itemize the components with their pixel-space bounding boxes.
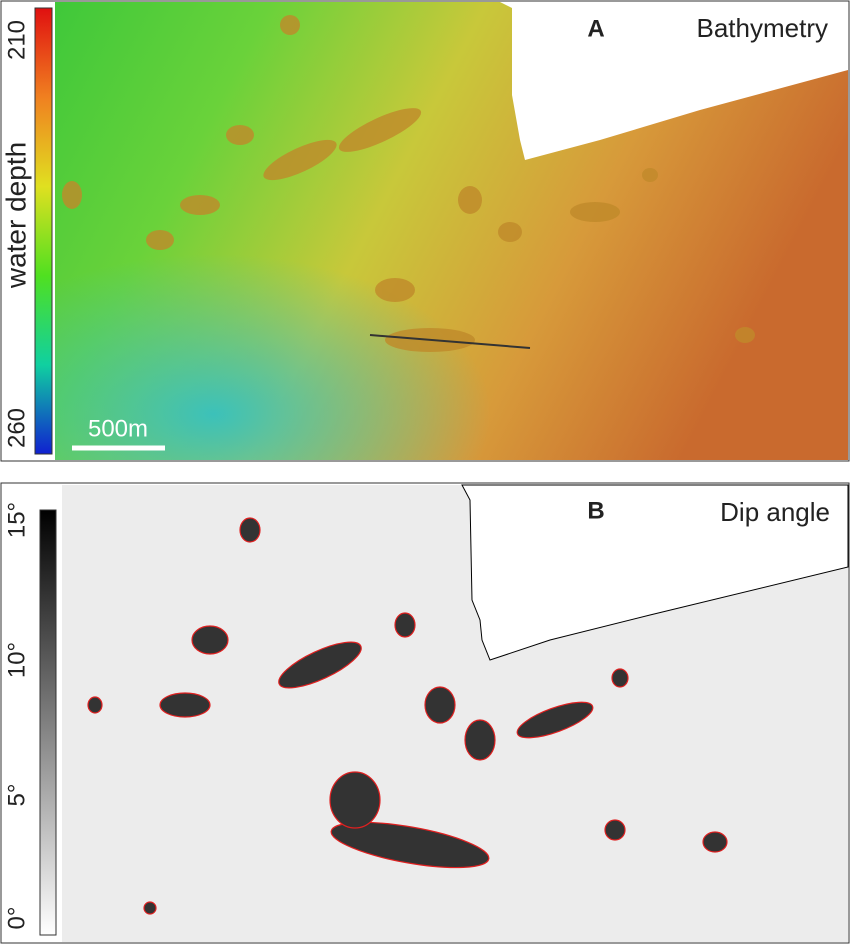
colorbar-tick: 0° bbox=[3, 907, 30, 930]
colorbar bbox=[39, 509, 57, 936]
panel-b: 15° 10° 5° 0° B Dip angle bbox=[0, 482, 850, 944]
scale-bar-label: 500m bbox=[88, 415, 148, 442]
no-data bbox=[500, 2, 848, 160]
colorbar-tick: 210 bbox=[3, 20, 30, 60]
panel-label: B bbox=[587, 497, 604, 524]
colorbar-tick: 260 bbox=[3, 408, 30, 448]
colorbar-tick: 15° bbox=[3, 502, 30, 538]
dip-features bbox=[87, 517, 728, 915]
no-data bbox=[461, 484, 849, 661]
panel-label: A bbox=[587, 15, 604, 42]
colorbar-label: water depth bbox=[0, 142, 31, 289]
panel-title: Bathymetry bbox=[697, 13, 829, 43]
colorbar-tick: 5° bbox=[3, 784, 30, 807]
colorbar bbox=[34, 7, 53, 455]
panel-title: Dip angle bbox=[720, 497, 830, 527]
colorbar-tick: 10° bbox=[3, 642, 30, 678]
panel-a: 210 water depth 260 500m A Bathymetry bbox=[0, 0, 850, 462]
ship-track bbox=[369, 334, 531, 349]
